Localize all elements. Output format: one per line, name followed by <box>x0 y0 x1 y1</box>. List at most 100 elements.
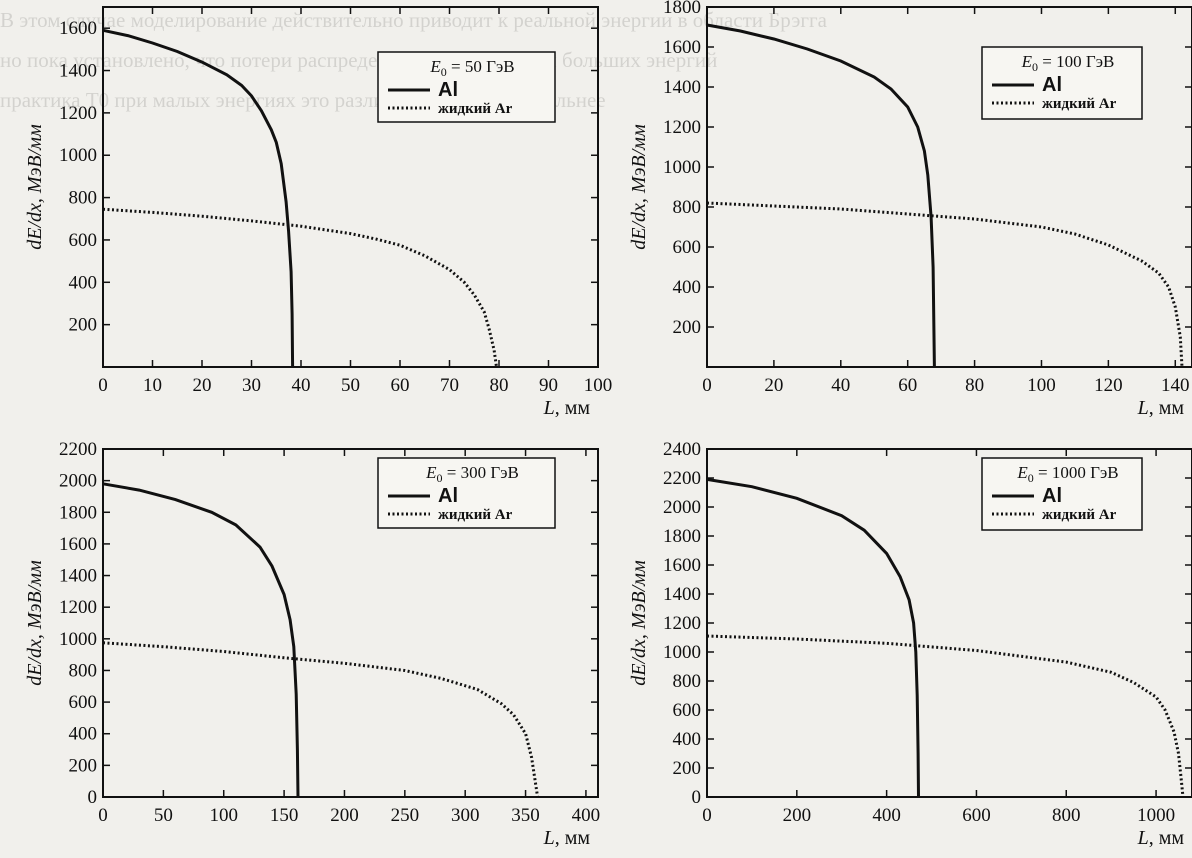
y-axis-label: dE/dx, МэВ/мм <box>24 560 46 686</box>
x-tick-label: 1000 <box>1137 805 1175 826</box>
y-tick-label: 1200 <box>663 613 701 634</box>
y-tick-label: 0 <box>692 787 702 808</box>
y-tick-label: 2400 <box>663 439 701 460</box>
plot-frame <box>102 448 599 798</box>
y-tick-label: 1800 <box>59 502 97 523</box>
y-tick-label: 1000 <box>59 629 97 650</box>
y-tick-label: 800 <box>673 671 702 692</box>
x-tick-label: 50 <box>341 375 360 396</box>
y-tick-label: 800 <box>69 660 98 681</box>
y-tick-label: 2200 <box>59 439 97 460</box>
y-tick-label: 2200 <box>663 468 701 489</box>
x-tick-label: 30 <box>242 375 261 396</box>
y-tick-label: 1200 <box>59 597 97 618</box>
y-tick-label: 1000 <box>663 642 701 663</box>
x-tick-label: 20 <box>764 375 783 396</box>
y-tick-label: 1200 <box>59 103 97 124</box>
x-tick-label: 400 <box>872 805 901 826</box>
x-tick-label: 60 <box>898 375 917 396</box>
y-tick-label: 600 <box>673 237 702 258</box>
legend-label-al: Al <box>1042 485 1062 507</box>
legend-title: E0 = 300 ГэВ <box>425 463 519 485</box>
x-tick-label: 400 <box>572 805 601 826</box>
y-tick-label: 1600 <box>663 37 701 58</box>
y-tick-label: 1000 <box>663 157 701 178</box>
y-tick-label: 200 <box>69 315 98 336</box>
y-tick-label: 1600 <box>663 555 701 576</box>
y-axis-label: dE/dx, МэВ/мм <box>628 560 650 686</box>
x-tick-label: 50 <box>154 805 173 826</box>
x-tick-label: 20 <box>193 375 212 396</box>
y-tick-label: 1400 <box>59 566 97 587</box>
y-tick-label: 400 <box>69 724 98 745</box>
y-tick-label: 1400 <box>59 61 97 82</box>
x-tick-label: 350 <box>511 805 540 826</box>
legend-label-liquid-ar: жидкий Ar <box>1042 507 1117 523</box>
legend-label-al: Al <box>1042 74 1062 96</box>
y-tick-label: 600 <box>69 230 98 251</box>
series-line-al <box>706 23 936 368</box>
y-tick-label: 800 <box>673 197 702 218</box>
y-tick-label: 2000 <box>59 471 97 492</box>
x-tick-label: 300 <box>451 805 480 826</box>
x-tick-label: 150 <box>270 805 299 826</box>
x-tick-label: 800 <box>1052 805 1081 826</box>
x-tick-label: 80 <box>965 375 984 396</box>
x-tick-label: 120 <box>1094 375 1123 396</box>
y-tick-label: 0 <box>88 787 98 808</box>
x-tick-label: 40 <box>292 375 311 396</box>
y-tick-label: 1800 <box>663 526 701 547</box>
legend-label-liquid-ar: жидкий Ar <box>438 101 513 117</box>
y-tick-label: 1400 <box>663 77 701 98</box>
x-axis-label: L, мм <box>1137 397 1185 419</box>
x-tick-label: 0 <box>702 375 712 396</box>
legend-label-al: Al <box>438 79 458 101</box>
y-tick-label: 2000 <box>663 497 701 518</box>
chart-panel-4: 0 200 400 600 800 1000 0 200 400 600 800 1000 1200 14… <box>628 439 1192 849</box>
y-tick-label: 200 <box>673 317 702 338</box>
x-tick-label: 0 <box>98 375 108 396</box>
x-tick-label: 80 <box>490 375 509 396</box>
legend-title: E0 = 1000 ГэВ <box>1016 463 1118 485</box>
legend-box <box>981 46 1143 120</box>
series-line-liquid-ar <box>102 207 498 368</box>
x-tick-label: 250 <box>391 805 420 826</box>
y-tick-label: 1600 <box>59 18 97 39</box>
x-tick-label: 140 <box>1161 375 1190 396</box>
legend-label-liquid-ar: жидкий Ar <box>438 507 513 523</box>
legend-box <box>377 51 556 123</box>
x-tick-label: 200 <box>783 805 812 826</box>
y-tick-label: 400 <box>69 272 98 293</box>
y-tick-label: 1000 <box>59 145 97 166</box>
y-tick-label: 400 <box>673 729 702 750</box>
y-tick-label: 200 <box>673 758 702 779</box>
y-tick-label: 1400 <box>663 584 701 605</box>
x-tick-label: 100 <box>1027 375 1056 396</box>
y-axis-label: dE/dx, МэВ/мм <box>628 124 650 250</box>
legend-title: E0 = 50 ГэВ <box>429 57 514 79</box>
series-line-liquid-ar <box>706 201 1184 368</box>
chart-panel-2: 0 20 40 60 80 100 120 140 200 400 600 800 1000 1200 14… <box>628 0 1192 419</box>
series-line-al <box>102 482 300 798</box>
legend-label-al: Al <box>438 485 458 507</box>
legend-box <box>981 457 1143 531</box>
chart-panel-1: 0 10 20 30 40 50 60 70 80 90 100 200 400 600 800 1000 12… <box>24 6 612 419</box>
series-line-liquid-ar <box>102 641 540 798</box>
plot-frame <box>706 6 1192 368</box>
y-tick-label: 1600 <box>59 534 97 555</box>
x-axis-label: L, мм <box>543 827 591 849</box>
series-line-al <box>706 477 920 798</box>
x-tick-label: 10 <box>143 375 162 396</box>
y-tick-label: 1800 <box>663 0 701 18</box>
x-tick-label: 0 <box>702 805 712 826</box>
y-tick-label: 1200 <box>663 117 701 138</box>
y-tick-label: 200 <box>69 755 98 776</box>
series-line-liquid-ar <box>706 634 1185 798</box>
x-axis-label: L, мм <box>543 397 591 419</box>
chart-panel-3: 0 50 100 150 200 250 300 350 400 0 200 400 600 800 100… <box>24 439 600 849</box>
x-tick-label: 100 <box>209 805 238 826</box>
y-axis-label: dE/dx, МэВ/мм <box>24 124 46 250</box>
